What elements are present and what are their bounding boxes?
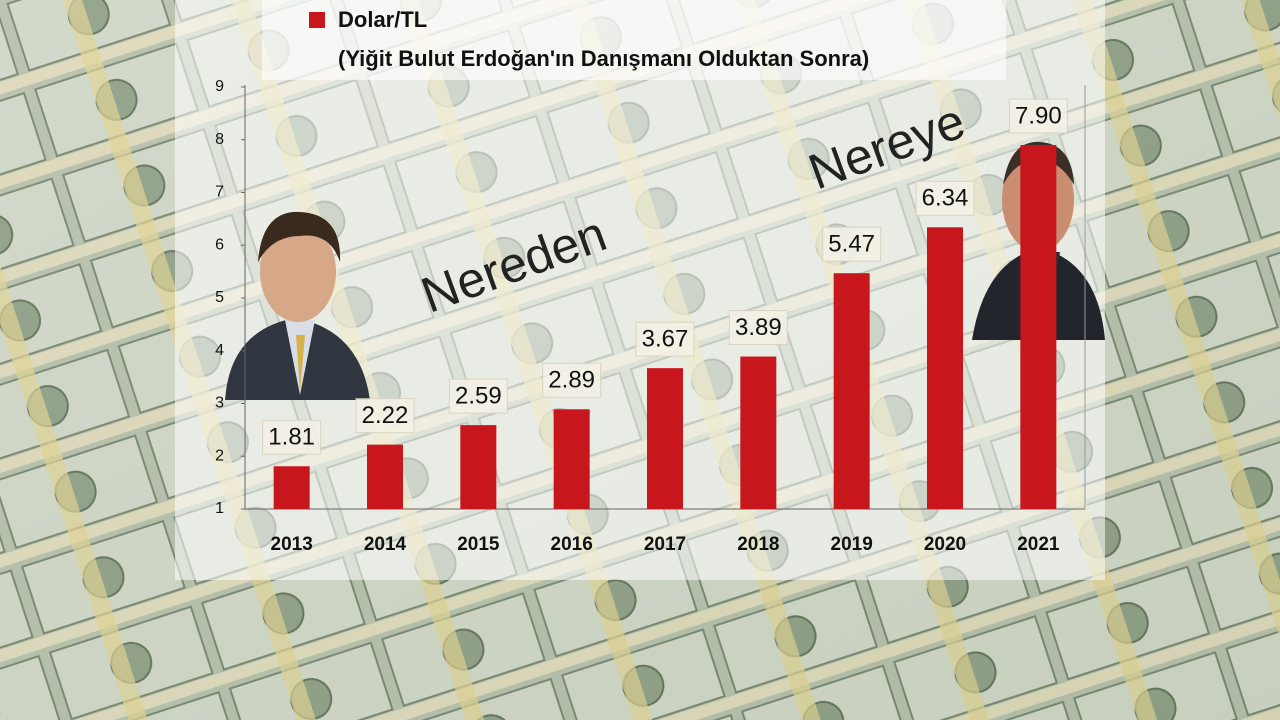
value-label-box bbox=[542, 362, 602, 398]
value-label-box bbox=[635, 321, 695, 357]
value-label: 3.89 bbox=[735, 314, 782, 341]
y-tick-label: 6 bbox=[215, 236, 224, 253]
value-label-box bbox=[915, 180, 975, 216]
y-tick-label: 4 bbox=[215, 342, 224, 359]
bar bbox=[740, 356, 777, 509]
bar bbox=[927, 227, 963, 509]
value-label-box bbox=[728, 310, 788, 346]
bar bbox=[273, 466, 310, 509]
y-tick-label: 8 bbox=[215, 131, 224, 148]
x-tick-label: 2014 bbox=[364, 534, 407, 555]
x-tick-label: 2017 bbox=[644, 534, 686, 555]
y-tick-label: 9 bbox=[215, 78, 224, 95]
x-tick-label: 2019 bbox=[831, 534, 873, 555]
x-tick-label: 2016 bbox=[551, 534, 593, 555]
y-tick-label: 5 bbox=[215, 289, 224, 306]
value-label-box bbox=[262, 419, 322, 455]
value-label: 2.59 bbox=[455, 382, 502, 409]
bar bbox=[647, 368, 683, 509]
bar bbox=[367, 444, 403, 509]
portrait-left bbox=[225, 211, 370, 400]
bar bbox=[460, 425, 497, 509]
value-label: 3.67 bbox=[642, 326, 689, 353]
bar bbox=[1020, 145, 1057, 509]
legend-swatch bbox=[309, 12, 325, 28]
y-tick-label: 3 bbox=[215, 395, 224, 412]
legend-panel bbox=[262, 0, 1006, 80]
subtitle: (Yiğit Bulut Erdoğan'ın Danışmanı Oldukt… bbox=[338, 46, 869, 71]
bar bbox=[833, 273, 870, 509]
value-label: 2.89 bbox=[548, 367, 595, 394]
bar bbox=[553, 409, 590, 509]
value-label-box bbox=[355, 398, 415, 434]
value-label: 7.90 bbox=[1015, 102, 1062, 129]
y-tick-label: 2 bbox=[215, 447, 224, 464]
y-tick-label: 1 bbox=[215, 500, 224, 517]
value-label: 2.22 bbox=[362, 402, 409, 429]
x-tick-label: 2015 bbox=[457, 534, 500, 555]
x-tick-label: 2013 bbox=[271, 534, 313, 555]
y-tick-label: 7 bbox=[215, 184, 224, 201]
x-tick-label: 2020 bbox=[924, 534, 966, 555]
value-label-box bbox=[822, 226, 882, 262]
x-tick-label: 2021 bbox=[1017, 534, 1060, 555]
value-label: 1.81 bbox=[268, 424, 315, 451]
value-label: 5.47 bbox=[828, 231, 875, 258]
legend-label: Dolar/TL bbox=[338, 7, 427, 32]
value-label: 6.34 bbox=[922, 185, 969, 212]
x-tick-label: 2018 bbox=[737, 534, 779, 555]
value-label-box bbox=[1008, 98, 1068, 134]
value-label-box bbox=[448, 378, 508, 414]
